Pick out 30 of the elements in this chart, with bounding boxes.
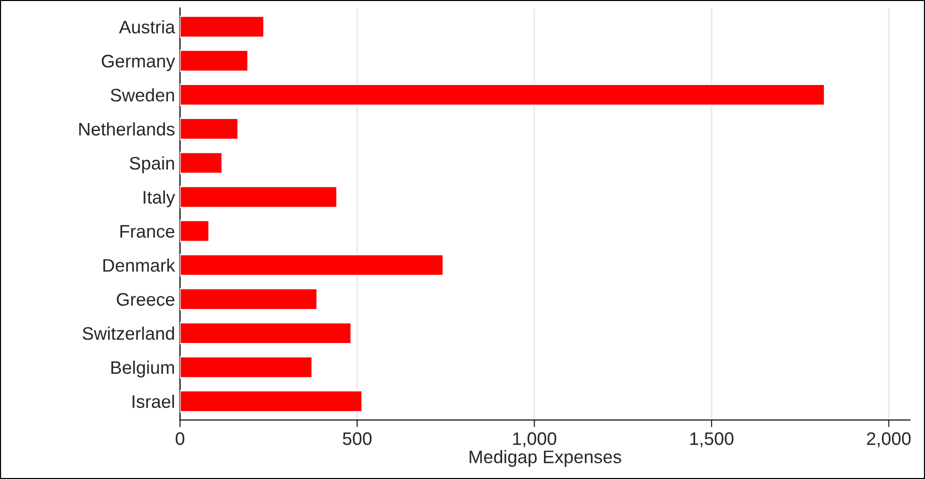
y-tick-label: Belgium	[111, 360, 174, 378]
y-tick-label: Sweden	[110, 88, 174, 102]
bar	[180, 15, 265, 38]
bar	[180, 118, 239, 140]
y-tick-label: Denmark	[103, 258, 176, 272]
y-tick-label: Switzerland	[82, 326, 174, 340]
bar	[180, 84, 826, 106]
y-tick-label: Austria	[118, 20, 176, 34]
y-tick-label: Greece	[116, 293, 174, 306]
bar	[180, 322, 352, 344]
x-tick-label: 2,000	[867, 432, 911, 448]
bar	[180, 356, 313, 378]
bar	[180, 50, 249, 72]
y-tick-label: Germany	[102, 54, 176, 72]
y-tick-label: Italy	[144, 190, 176, 208]
bar	[180, 288, 318, 310]
x-tick-label: 500	[342, 432, 372, 446]
y-tick-label: Netherlands	[79, 122, 174, 136]
bar	[180, 152, 223, 174]
bar	[180, 390, 363, 413]
x-tick-label: 0	[176, 432, 184, 446]
y-tick-label: Israel	[132, 394, 174, 408]
x-tick-label: 1,500	[690, 432, 734, 448]
y-tick-label: Spain	[130, 156, 174, 174]
x-axis-title: Medigap Expenses	[470, 450, 622, 467]
x-tick-label: 1,000	[513, 432, 556, 448]
bar	[180, 220, 210, 242]
y-tick-label: France	[120, 225, 174, 238]
bar	[180, 254, 444, 276]
bar	[180, 186, 338, 208]
